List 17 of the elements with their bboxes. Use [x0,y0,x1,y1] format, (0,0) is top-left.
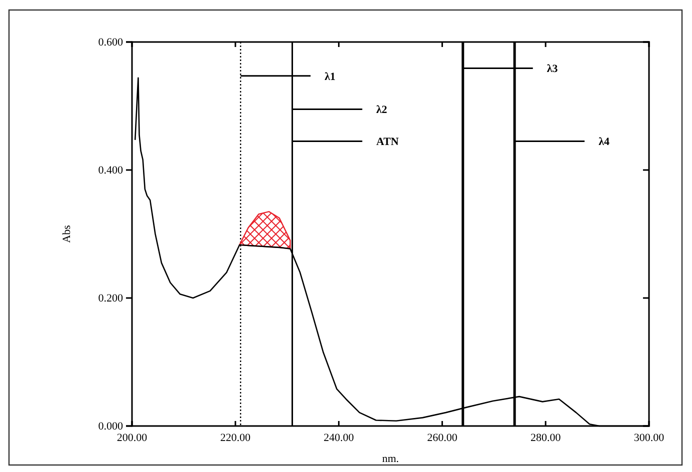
x-tick-label: 300.00 [634,432,665,444]
y-tick-label: 0.200 [98,292,124,305]
x-tick-label: 200.00 [116,432,148,444]
x-tick-label: 260.00 [427,432,458,444]
x-tick-label: 240.00 [324,432,354,444]
y-tick-label: 0.400 [98,164,124,177]
x-tick-label: 220.00 [220,432,252,444]
annotation: λ4 [598,136,610,148]
annotation: λ1 [324,70,336,83]
x-tick-label: 280.00 [530,432,562,444]
annotation: ATN [376,136,399,148]
x-axis-title: nm. [382,453,400,465]
annotation: λ3 [546,63,558,76]
annotation: λ2 [376,104,388,116]
y-tick-label: 0.000 [98,420,124,433]
y-tick-label: 0.600 [98,36,124,49]
y-axis-title: Abs [61,225,73,243]
